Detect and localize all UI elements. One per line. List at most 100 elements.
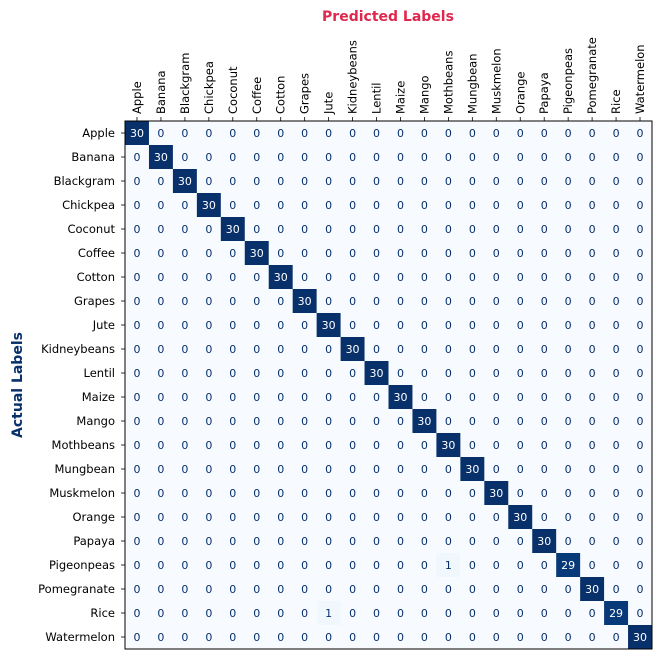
cell-value-label: 0 [325,391,332,404]
cell-value-label: 0 [349,247,356,260]
heatmap-cell [532,385,557,410]
heatmap-cell [460,361,485,386]
heatmap-cell [580,145,605,170]
heatmap-cell [364,529,389,554]
cell-value-label: 0 [277,415,284,428]
cell-value-label: 0 [229,199,236,212]
cell-value-label: 0 [325,439,332,452]
cell-value-label: 0 [589,199,596,212]
heatmap-cell [508,145,533,170]
cell-value-label: 0 [469,535,476,548]
heatmap-cell [268,217,294,242]
cell-value-label: 0 [445,535,452,548]
heatmap-cell [412,625,437,650]
heatmap-cell [268,265,294,290]
cell-value-label: 0 [445,367,452,380]
x-tick-label: Blackgram [178,53,192,114]
cell-value-label: 0 [349,175,356,188]
cell-value-label: 0 [277,295,284,308]
cell-value-label: 0 [613,511,620,524]
cell-value-label: 0 [157,487,164,500]
y-tick-label: Lentil [84,366,115,380]
heatmap-cell [196,481,222,506]
cell-value-label: 0 [181,511,188,524]
cell-value-label: 0 [469,151,476,164]
heatmap-cell [268,625,294,650]
heatmap-cell [196,169,222,194]
heatmap-cell [292,457,318,482]
cell-value-label: 0 [445,151,452,164]
cell-value-label: 0 [229,343,236,356]
heatmap-cell [292,121,318,146]
heatmap-cell [556,433,581,458]
cell-value-label: 0 [181,391,188,404]
cell-value-label: 0 [445,511,452,524]
cell-value-label: 0 [349,367,356,380]
cell-value-label: 0 [613,415,620,428]
cell-value-label: 0 [205,559,212,572]
heatmap-cell [436,433,461,458]
cell-value-label: 0 [277,367,284,380]
cell-value-label: 0 [133,559,140,572]
x-tick-label: Kidneybeans [346,40,360,114]
heatmap-cell [604,337,629,362]
heatmap-cell [268,457,294,482]
heatmap-cell [220,265,246,290]
cell-value-label: 0 [229,511,236,524]
heatmap-cell [244,169,270,194]
heatmap-cell [556,313,581,338]
heatmap-cell [460,313,485,338]
cell-value-label: 30 [393,391,407,404]
cell-value-label: 0 [637,223,644,236]
heatmap-cell [604,289,629,314]
heatmap-cell [556,553,581,578]
cell-value-label: 30 [322,319,336,332]
heatmap-cell [508,577,533,602]
cell-value-label: 0 [253,583,260,596]
heatmap-cell [172,193,198,218]
heatmap-cell [196,457,222,482]
cell-value-label: 0 [181,367,188,380]
heatmap-cell [556,601,581,626]
cell-value-label: 0 [397,175,404,188]
cell-value-label: 0 [445,487,452,500]
cell-value-label: 0 [253,223,260,236]
cell-value-label: 0 [277,463,284,476]
heatmap-cell [460,121,485,146]
cell-value-label: 0 [397,463,404,476]
cell-value-label: 0 [589,247,596,260]
heatmap-cell [268,169,294,194]
cell-value-label: 0 [397,439,404,452]
cell-value-label: 0 [541,391,548,404]
cell-value-label: 0 [445,415,452,428]
heatmap-cell [436,553,461,578]
heatmap-cell [196,121,222,146]
cell-value-label: 0 [157,247,164,260]
heatmap-cell [412,553,437,578]
heatmap-cell [268,385,294,410]
heatmap-cell [244,385,270,410]
x-tick-label: Jute [322,92,336,115]
plot-frame [124,120,653,650]
heatmap-cell [604,145,629,170]
heatmap-cell [460,217,485,242]
heatmap-cell [125,217,150,242]
x-tick-label: Pomegranate [585,37,599,114]
heatmap-cell [388,505,413,530]
cell-value-label: 0 [397,559,404,572]
heatmap-cell [460,601,485,626]
heatmap-cell [125,409,150,434]
heatmap-cell [556,529,581,554]
heatmap-cell [508,529,533,554]
heatmap-cell [388,553,413,578]
heatmap-cell [268,553,294,578]
cell-value-label: 0 [325,463,332,476]
cell-value-label: 0 [157,367,164,380]
heatmap-cell [604,625,629,650]
heatmap-cell [484,481,509,506]
cell-value-label: 0 [421,175,428,188]
heatmap-cell [220,193,246,218]
heatmap-cell [268,601,294,626]
cell-value-label: 0 [421,535,428,548]
cell-value-label: 0 [229,583,236,596]
